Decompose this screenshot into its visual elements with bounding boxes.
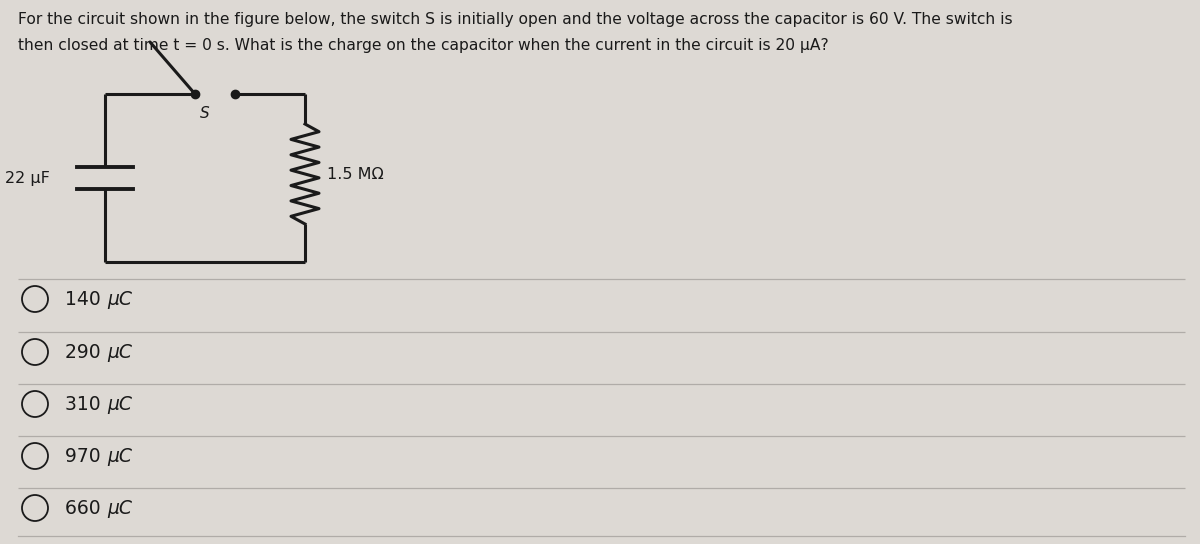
Text: μC: μC xyxy=(108,343,132,362)
Text: 22 μF: 22 μF xyxy=(5,170,50,186)
Text: S: S xyxy=(200,106,210,121)
Text: μC: μC xyxy=(108,498,132,517)
Text: For the circuit shown in the figure below, the switch S is initially open and th: For the circuit shown in the figure belo… xyxy=(18,12,1013,27)
Text: 310: 310 xyxy=(65,394,107,413)
Text: 140: 140 xyxy=(65,289,107,308)
Text: 660: 660 xyxy=(65,498,107,517)
Text: 1.5 MΩ: 1.5 MΩ xyxy=(326,166,384,182)
Text: μC: μC xyxy=(108,447,132,466)
Text: 970: 970 xyxy=(65,447,107,466)
Text: μC: μC xyxy=(108,289,132,308)
Text: 290: 290 xyxy=(65,343,107,362)
Text: then closed at time t = 0 s. What is the charge on the capacitor when the curren: then closed at time t = 0 s. What is the… xyxy=(18,38,829,53)
Text: μC: μC xyxy=(108,394,132,413)
